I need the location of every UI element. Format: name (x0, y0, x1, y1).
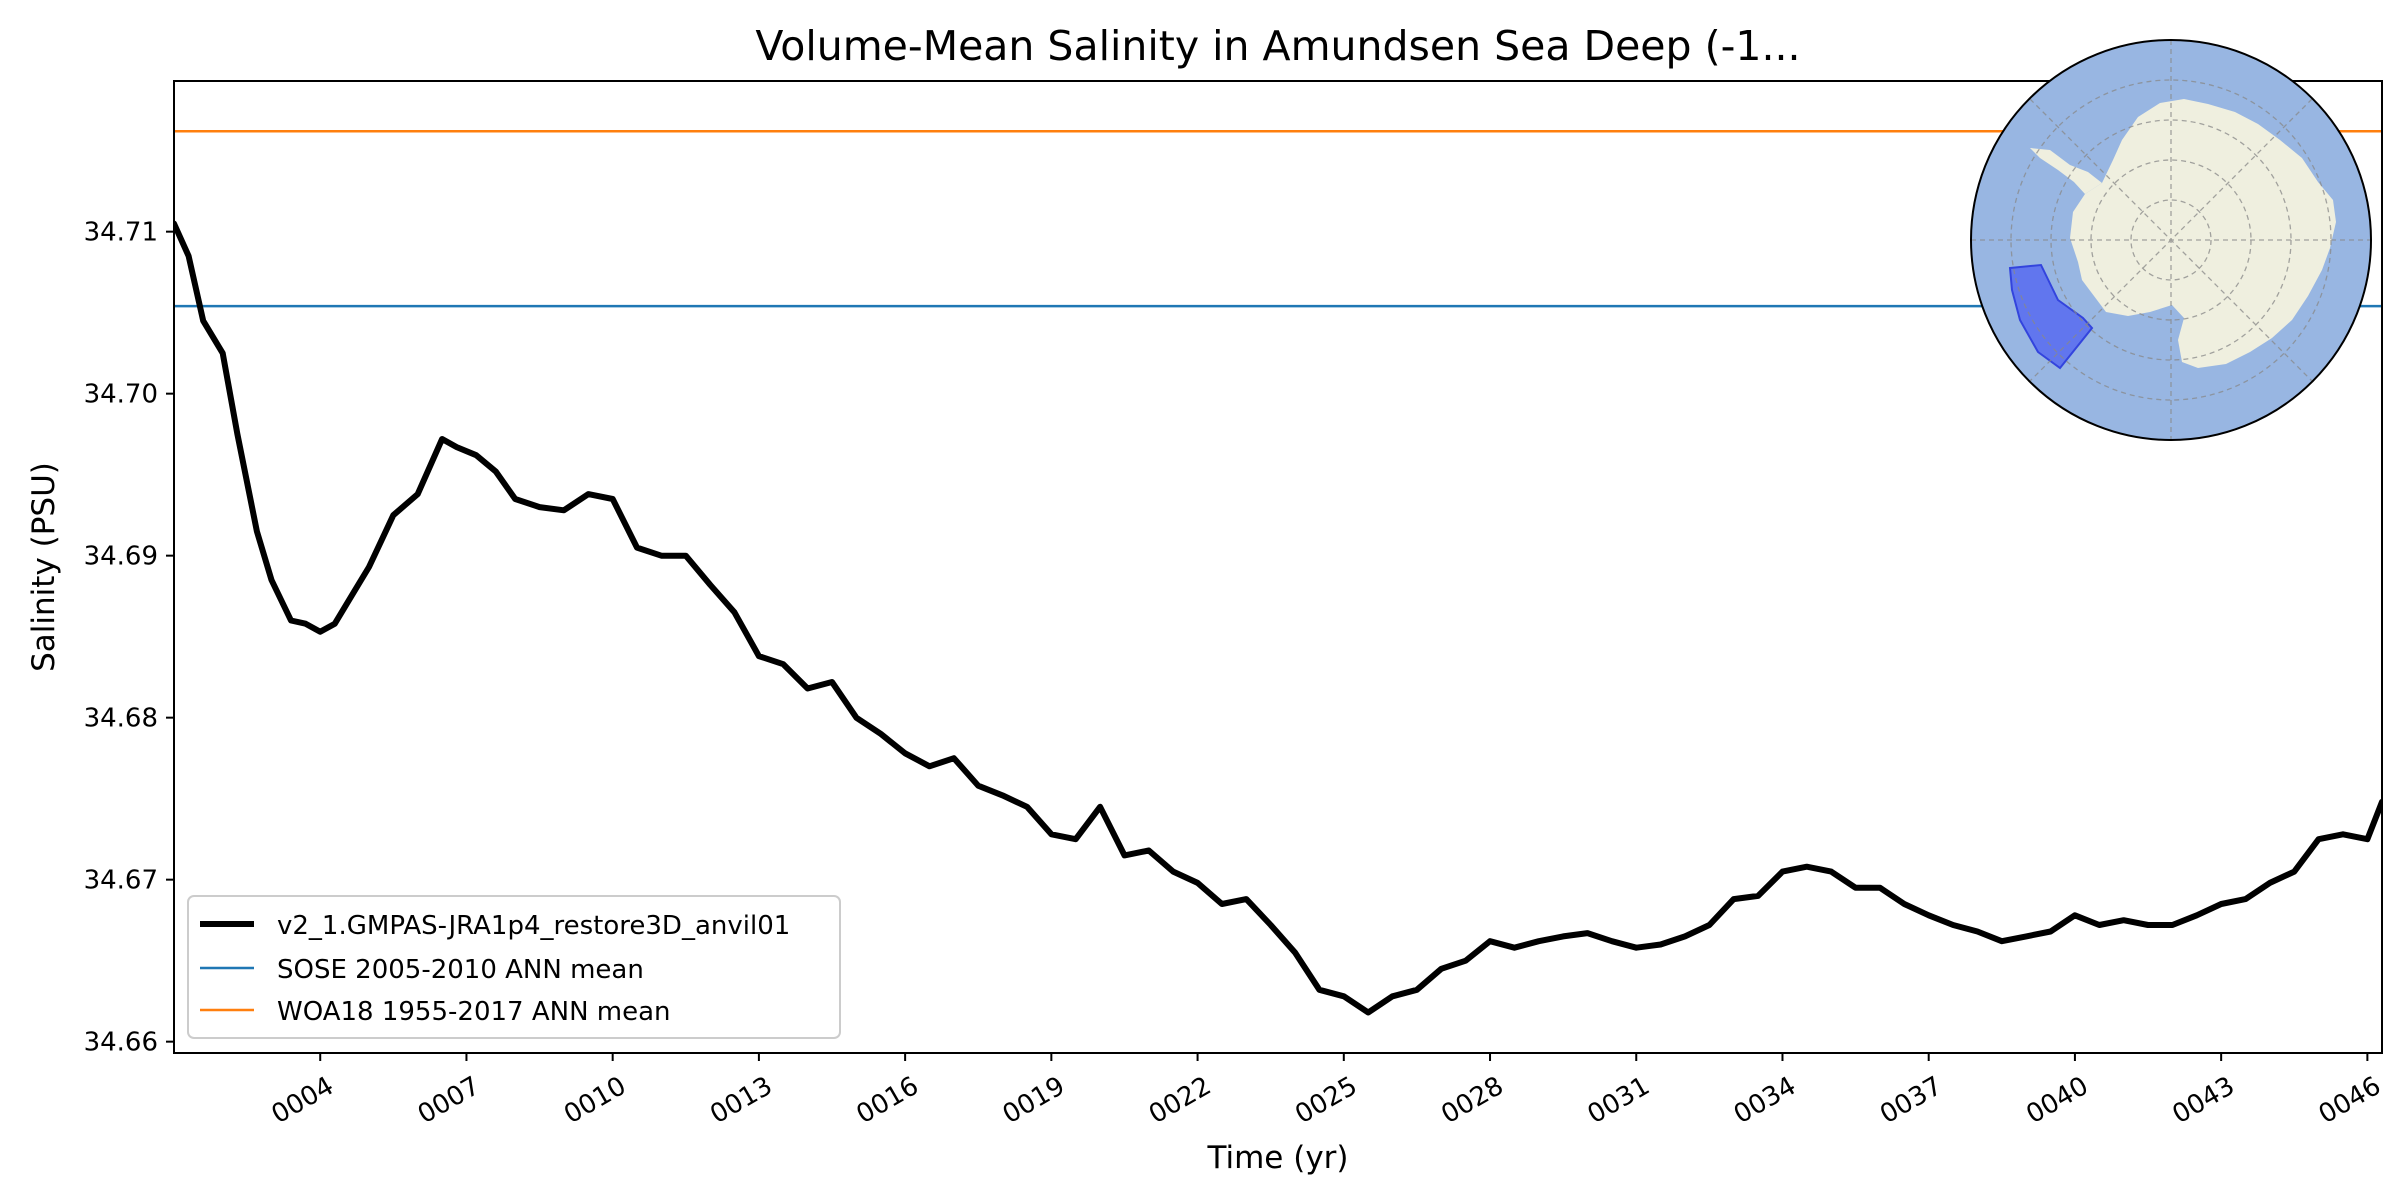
y-tick-label: 34.66 (84, 1028, 158, 1058)
amundsen-sea-region (2008, 263, 2094, 370)
y-tick-label: 34.68 (84, 704, 158, 734)
y-tick-label: 34.71 (84, 218, 158, 248)
x-tick-label: 0004 (267, 1071, 339, 1130)
inset-map (1970, 39, 2372, 441)
plot-frame (173, 80, 2383, 1054)
x-tick-label: 0010 (559, 1071, 631, 1130)
y-tick-label: 34.70 (84, 380, 158, 410)
x-tick-label: 0040 (2021, 1071, 2093, 1130)
x-tick-label: 0016 (852, 1071, 924, 1130)
x-tick-label: 0019 (998, 1071, 1070, 1130)
x-tick-label: 0007 (413, 1071, 485, 1130)
series-line-model (174, 220, 2382, 1016)
x-tick-label: 0034 (1729, 1071, 1801, 1130)
map-graticule (1971, 40, 2371, 440)
x-tick-label: 0046 (2314, 1071, 2386, 1130)
legend-box (187, 895, 841, 1039)
x-tick-label: 0028 (1436, 1071, 1508, 1130)
x-tick-label: 0025 (1290, 1071, 1362, 1130)
antarctic-peninsula (2030, 148, 2102, 194)
antarctica-land (2070, 99, 2336, 368)
chart-title: Volume-Mean Salinity in Amundsen Sea Dee… (755, 22, 1800, 70)
y-tick-label: 34.67 (84, 866, 158, 896)
x-axis: 0004 0007 0010 0013 0016 0019 0022 0025 0028 0031… (267, 1053, 2386, 1130)
x-tick-label: 0031 (1583, 1071, 1655, 1130)
legend-label-model: v2_1.GMPAS-JRA1p4_restore3D_anvil01 (277, 911, 790, 941)
x-tick-label: 0022 (1144, 1071, 1216, 1130)
x-tick-label: 0037 (1875, 1071, 1947, 1130)
x-axis-label: Time (yr) (1207, 1140, 1349, 1176)
y-axis-label: Salinity (PSU) (26, 462, 62, 672)
x-tick-label: 0013 (705, 1071, 777, 1130)
inset-map-border (1970, 39, 2372, 441)
x-tick-label: 0043 (2168, 1071, 2240, 1130)
y-tick-label: 34.69 (84, 542, 158, 572)
y-axis: 34.66 34.67 34.68 34.69 34.70 34.71 (84, 218, 174, 1058)
legend-label-sose: SOSE 2005-2010 ANN mean (277, 955, 644, 985)
legend: v2_1.GMPAS-JRA1p4_restore3D_anvil01 SOSE… (187, 895, 841, 1039)
legend-label-woa18: WOA18 1955-2017 ANN mean (277, 997, 671, 1027)
